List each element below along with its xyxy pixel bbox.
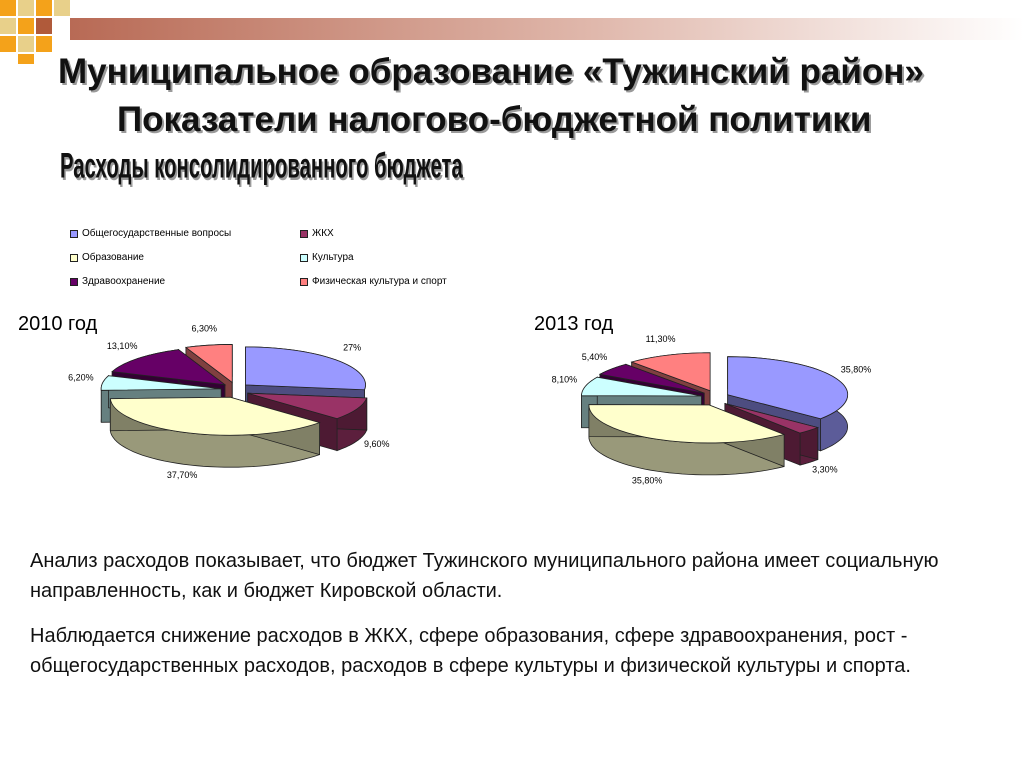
legend-item: Общегосударственные вопросы	[70, 228, 231, 239]
slide-subtitle: Расходы консолидированного бюджета	[60, 145, 463, 186]
legend-label: Общегосударственные вопросы	[82, 228, 232, 239]
chart-legend: Общегосударственные вопросы ЖКХ Образовани…	[70, 228, 510, 290]
pie-data-label: 5,40%	[582, 352, 608, 362]
legend-item: Образование	[70, 252, 144, 263]
analysis-paragraph-1: Анализ расходов показывает, что бюджет Т…	[30, 550, 939, 602]
decor-square	[36, 18, 52, 34]
decor-square	[18, 54, 34, 64]
legend-label: Физическая культура и спорт	[312, 276, 447, 287]
pie-data-label: 9,60%	[364, 439, 390, 449]
legend-swatch	[300, 277, 308, 286]
slide-title-line2: Показатели налогово-бюджетной политики	[117, 100, 872, 139]
legend-swatch	[70, 277, 78, 286]
legend-item: Физическая культура и спорт	[300, 276, 447, 287]
legend-swatch	[70, 229, 78, 238]
pie-slice	[109, 396, 321, 468]
decor-square	[18, 18, 34, 34]
decorative-squares	[0, 0, 70, 64]
legend-label: Здравоохранение	[82, 276, 166, 287]
pie-data-label: 8,10%	[552, 375, 578, 385]
pie-data-label: 6,30%	[192, 324, 218, 334]
legend-swatch	[300, 229, 308, 238]
legend-label: ЖКХ	[312, 228, 334, 239]
legend-item: ЖКХ	[300, 228, 334, 239]
pie-data-label: 6,20%	[68, 373, 94, 383]
legend-swatch	[300, 253, 308, 262]
decor-square	[0, 0, 16, 16]
pie-data-label: 11,30%	[646, 334, 676, 344]
decor-square	[18, 0, 34, 16]
legend-item: Культура	[300, 252, 354, 263]
pie-data-label: 13,10%	[107, 341, 138, 351]
legend-label: Образование	[82, 252, 144, 263]
decor-square	[0, 36, 16, 52]
decor-square	[0, 18, 16, 34]
pie-data-label: 27%	[343, 343, 361, 353]
decor-square	[36, 0, 52, 16]
pie-data-label: 37,70%	[167, 470, 198, 480]
legend-item: Здравоохранение	[70, 276, 165, 287]
pie-data-label: 35,80%	[632, 476, 663, 486]
decor-square	[18, 36, 34, 52]
pie-data-label: 3,30%	[812, 464, 838, 474]
decor-square	[54, 0, 70, 16]
pie-slice	[588, 404, 786, 476]
pie-chart-2013: 35,80% 3,30% 35,80% 8,10% 5,40% 11,30%	[552, 334, 872, 486]
decor-square	[36, 36, 52, 52]
slide-title-line1: Муниципальное образование «Тужинский рай…	[58, 52, 924, 91]
header-gradient-bar	[70, 18, 1024, 40]
chart-title-2013: 2013 год	[534, 313, 614, 335]
legend-label: Культура	[312, 252, 354, 263]
pie-chart-2010: 27% 9,60% 37,70% 6,20% 13,10% 6,30%	[68, 324, 390, 481]
legend-swatch	[70, 253, 78, 262]
analysis-paragraph-2: Наблюдается снижение расходов в ЖКХ, сфе…	[30, 625, 911, 677]
pie-data-label: 35,80%	[841, 364, 872, 374]
chart-title-2010: 2010 год	[18, 313, 98, 335]
